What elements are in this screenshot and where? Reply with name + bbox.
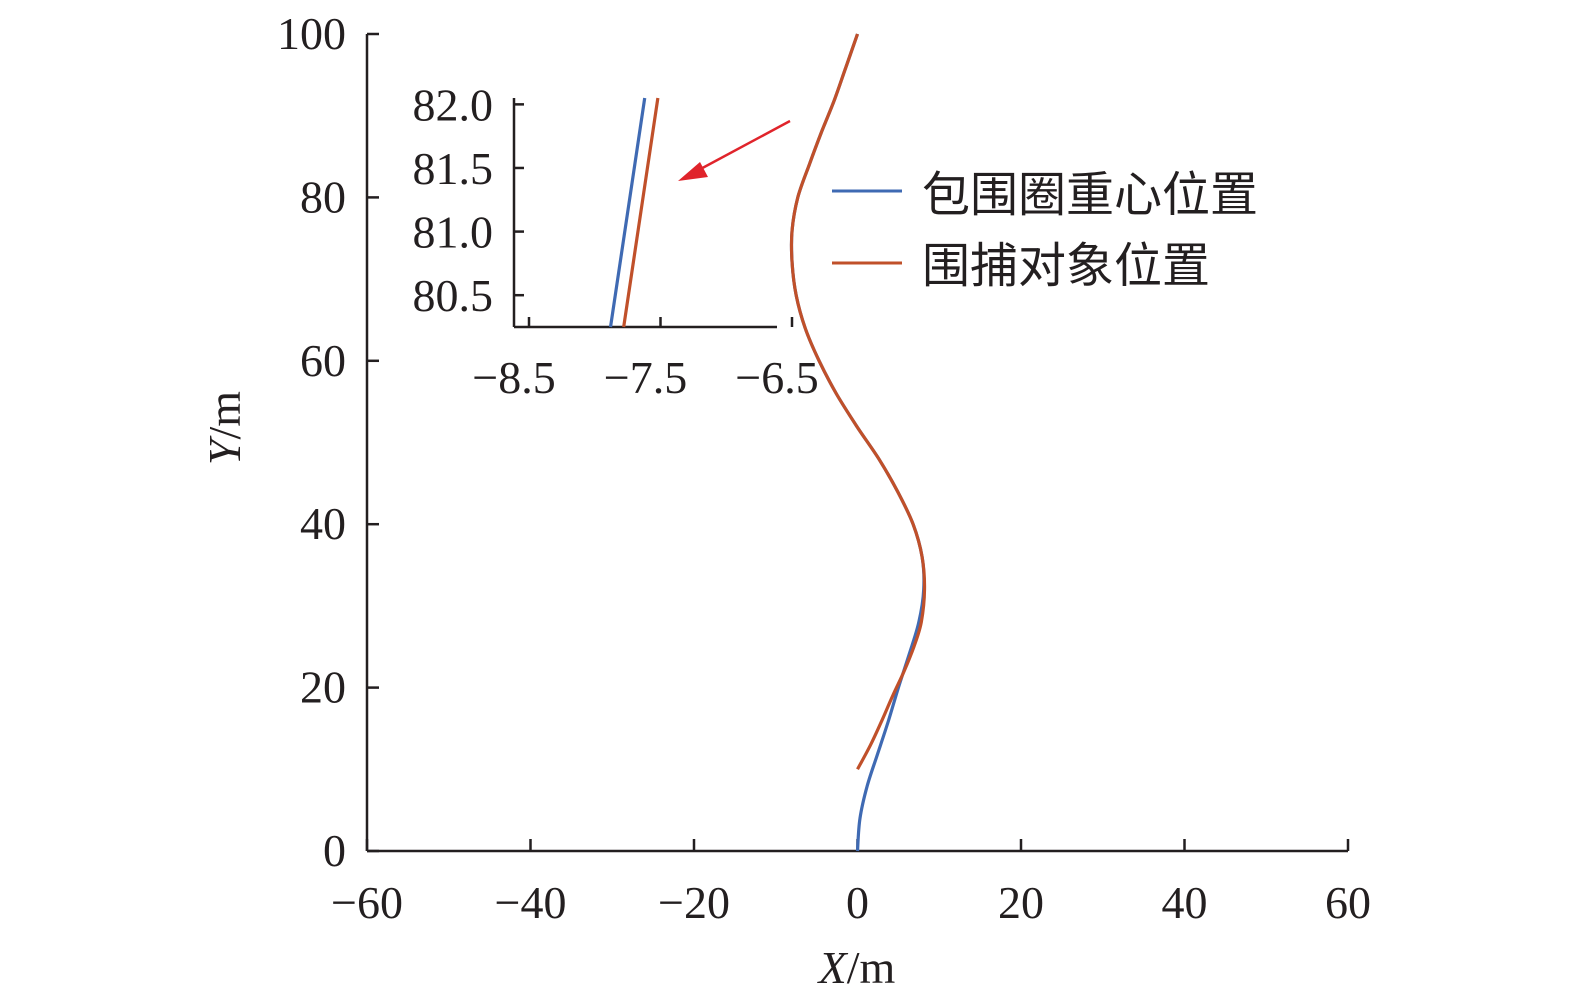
inset-x-tick-label: −8.5 (472, 352, 555, 403)
x-ticks: −60 −40 −20 0 20 40 60 (331, 839, 1371, 928)
y-axis-label: Y/m (199, 391, 250, 465)
x-tick-label: 60 (1325, 877, 1371, 928)
y-axis-label-var: Y (199, 435, 250, 465)
inset-y-tick-label: 81.0 (413, 207, 494, 258)
inset-x-tick-label: −6.5 (735, 352, 818, 403)
legend-label-target: 围捕对象位置 (922, 240, 1210, 293)
inset-series-lines (608, 97, 660, 328)
y-tick-label: 20 (300, 662, 346, 713)
x-axis-label-unit: /m (847, 942, 896, 993)
y-tick-label: 80 (300, 171, 346, 222)
zoom-arrow (678, 119, 791, 181)
legend: 包围圈重心位置 围捕对象位置 (832, 169, 1258, 293)
x-tick-label: −60 (331, 877, 403, 928)
y-tick-label: 0 (323, 825, 346, 876)
inset-x-tick-label: −7.5 (604, 352, 687, 403)
inset-series-target-line (622, 97, 660, 328)
y-tick-label: 40 (300, 498, 346, 549)
inset-series-centroid-line (608, 97, 647, 328)
main-plot: −60 −40 −20 0 20 40 60 0 20 40 60 80 100 X/m Y/m (199, 8, 1371, 993)
x-tick-label: −20 (658, 877, 730, 928)
series-target-line (789, 33, 927, 771)
y-axis-label-unit: /m (199, 391, 250, 440)
x-tick-label: 20 (998, 877, 1044, 928)
inset-y-tick-label: 82.0 (413, 79, 494, 130)
y-ticks: 0 20 40 60 80 100 (277, 8, 379, 876)
inset-y-tick-label: 81.5 (413, 143, 494, 194)
legend-label-centroid: 包围圈重心位置 (922, 169, 1258, 222)
inset-plot: −8.5 −7.5 −6.5 80.5 81.0 81.5 82.0 (413, 79, 819, 403)
y-tick-label: 100 (277, 8, 346, 59)
series-lines (789, 33, 927, 852)
x-tick-label: 0 (846, 877, 869, 928)
inset-y-tick-label: 80.5 (413, 270, 494, 321)
x-axis-label-var: X (817, 942, 849, 993)
x-axis-label: X/m (817, 942, 896, 993)
x-tick-label: −40 (495, 877, 567, 928)
x-tick-label: 40 (1162, 877, 1208, 928)
inset-y-ticks: 80.5 81.0 81.5 82.0 (413, 79, 524, 321)
y-tick-label: 60 (300, 335, 346, 386)
inset-x-ticks: −8.5 −7.5 −6.5 (472, 317, 819, 403)
